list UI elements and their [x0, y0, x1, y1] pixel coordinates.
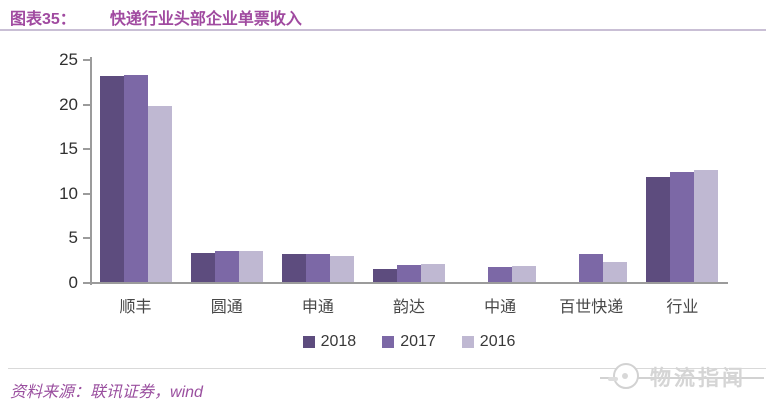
y-axis-tick [83, 103, 90, 106]
legend-label: 2017 [400, 333, 436, 350]
mascot-wing [608, 377, 618, 381]
footer-divider [8, 368, 766, 369]
bar-中通-2017 [488, 266, 513, 283]
x-category-label: 韵达 [392, 299, 425, 316]
y-tick-label: 15 [59, 139, 78, 159]
legend-label: 2018 [320, 333, 357, 350]
mascot-bird-icon [608, 363, 639, 389]
bar-申通-2017 [305, 254, 330, 283]
source-label: 资料来源： [10, 384, 91, 401]
bar-顺丰-2018 [99, 76, 124, 283]
x-category-label: 中通 [484, 299, 517, 316]
y-axis-tick [83, 282, 90, 284]
header-divider [0, 29, 766, 31]
y-axis-tick [83, 59, 90, 61]
bar-顺丰-2016 [147, 106, 172, 283]
chart-legend: 2018 2017 2016 [90, 333, 728, 351]
y-axis-tick [83, 192, 90, 195]
bar-中通-2016 [512, 266, 537, 283]
legend-item-2018: 2018 [302, 333, 357, 351]
legend-swatch-icon [461, 336, 474, 348]
source-note: 资料来源：联讯证券，wind [10, 378, 203, 402]
bar-圆通-2017 [214, 250, 239, 283]
bar-行业-2018 [646, 176, 671, 283]
bar-行业-2017 [670, 172, 695, 283]
x-category-label: 行业 [666, 299, 699, 316]
source-text: 联讯证券，wind [90, 384, 203, 401]
bar-申通-2018 [281, 254, 306, 283]
bar-申通-2016 [329, 256, 354, 283]
figure-header: 图表35： 快递行业头部企业单票收入 [10, 5, 302, 29]
legend-item-2017: 2017 [382, 333, 436, 351]
legend-swatch-icon [382, 336, 395, 348]
bar-韵达-2018 [373, 268, 397, 283]
y-tick-label: 25 [59, 50, 78, 69]
mascot-eye [622, 373, 628, 379]
figure-number-label: 图表35： [10, 11, 76, 28]
legend-swatch-icon [302, 336, 315, 348]
y-tick-label: 10 [59, 183, 78, 203]
bar-圆通-2016 [238, 250, 263, 283]
bar-百世快递-2017 [579, 253, 604, 283]
y-axis-tick [83, 237, 90, 240]
legend-item-2016: 2016 [461, 333, 516, 351]
watermark-line [600, 377, 764, 379]
y-axis-line [90, 57, 92, 285]
bar-顺丰-2017 [123, 75, 148, 283]
bar-百世快递-2016 [603, 261, 628, 283]
x-category-label: 顺丰 [119, 299, 152, 316]
x-category-label: 圆通 [210, 299, 243, 316]
x-axis-line [90, 282, 728, 284]
legend-label: 2016 [479, 333, 516, 350]
y-tick-label: 20 [59, 94, 78, 114]
bar-韵达-2017 [397, 265, 421, 283]
bar-韵达-2016 [421, 264, 445, 283]
x-category-label: 百世快递 [559, 299, 624, 316]
y-tick-label: 5 [68, 228, 78, 248]
bar-圆通-2018 [190, 252, 215, 283]
y-tick-label: 0 [68, 273, 78, 292]
y-axis-tick [83, 148, 90, 151]
watermark-text: 物流指闻 [650, 367, 746, 390]
x-category-label: 申通 [301, 299, 334, 316]
chart-title: 快递行业头部企业单票收入 [109, 11, 302, 28]
bar-行业-2016 [694, 169, 719, 283]
